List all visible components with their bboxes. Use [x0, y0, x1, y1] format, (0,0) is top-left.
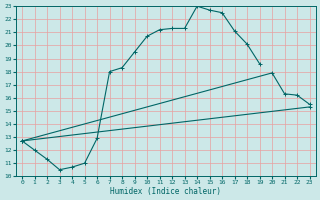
X-axis label: Humidex (Indice chaleur): Humidex (Indice chaleur) — [110, 187, 221, 196]
